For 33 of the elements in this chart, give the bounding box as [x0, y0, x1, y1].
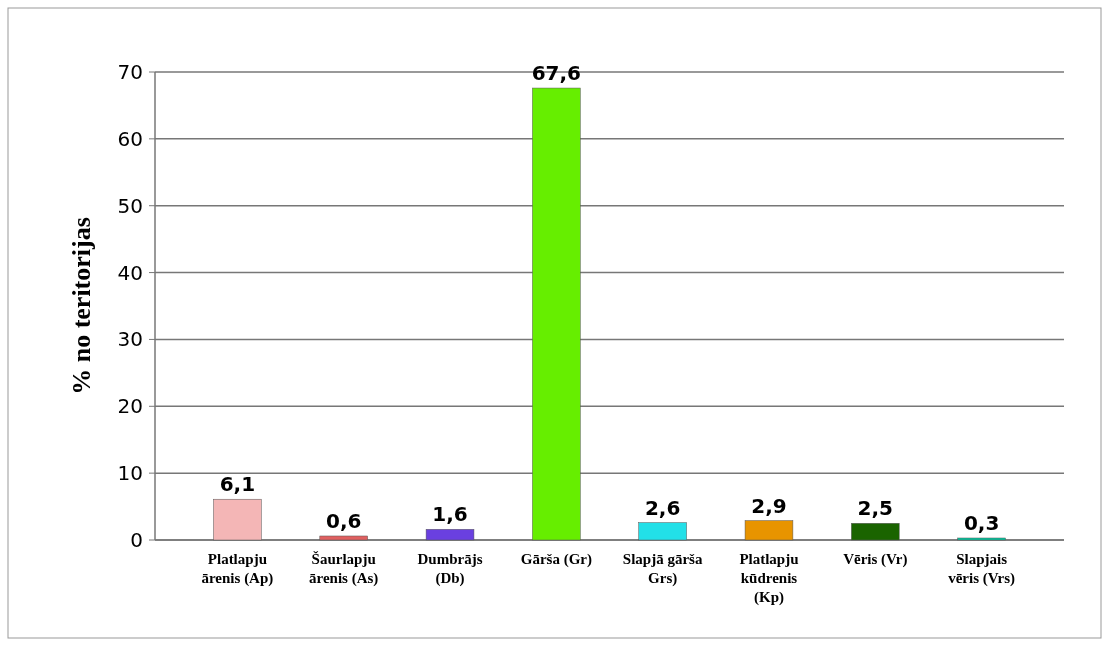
y-tick-label: 70 — [117, 60, 143, 84]
y-tick-label: 30 — [117, 327, 143, 352]
x-tick-label: Platlapju ārenis (Ap) — [201, 551, 274, 587]
bar — [213, 498, 262, 541]
data-label: 0,3 — [963, 510, 1000, 535]
y-tick-label: 50 — [117, 193, 143, 218]
bar — [638, 522, 687, 541]
y-tick-label: 10 — [117, 461, 143, 486]
bar — [957, 537, 1006, 541]
data-label: 0,6 — [325, 508, 362, 533]
x-tick-label: Gārša (Gr) — [520, 551, 592, 568]
bar — [425, 529, 475, 541]
data-label: 67,6 — [531, 61, 582, 86]
x-tick-label: Platlapju kūdrenis (Kp) — [739, 551, 799, 606]
y-tick-label: 40 — [117, 260, 143, 285]
y-tick-label: 60 — [117, 126, 143, 151]
bar — [319, 535, 368, 541]
data-label: 1,6 — [432, 502, 468, 527]
x-tick-label: Vēris (Vr) — [843, 551, 908, 568]
x-tick-label: Šaurlapju ārenis (As) — [309, 551, 379, 587]
data-label: 2,6 — [644, 495, 681, 520]
x-tick-label: Slapjā gārša Grs) — [622, 551, 703, 587]
x-tick-label: Slapjais vēris (Vrs) — [948, 551, 1015, 587]
bar — [744, 520, 794, 541]
y-tick-label: 20 — [117, 394, 143, 419]
x-tick-label: Dumbrājs (Db) — [417, 551, 483, 587]
data-label: 2,5 — [857, 496, 894, 521]
data-label: 6,1 — [219, 472, 256, 497]
data-label: 2,9 — [751, 493, 787, 518]
y-tick-label: 0 — [130, 528, 143, 552]
bar — [851, 523, 900, 541]
y-axis-title: % no teritorijas — [67, 217, 96, 395]
bar — [532, 87, 581, 541]
